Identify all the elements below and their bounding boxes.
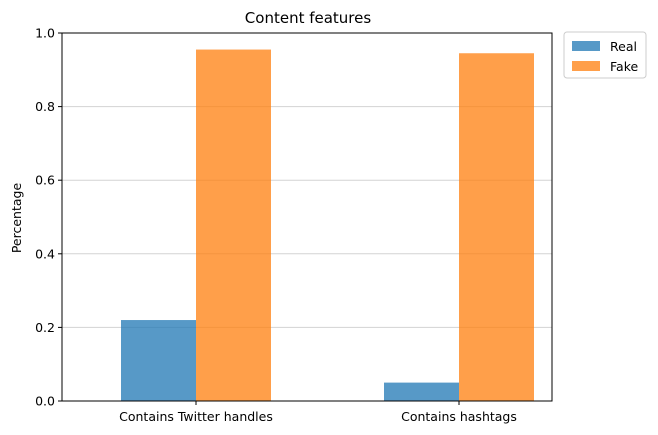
- bars: [121, 49, 534, 402]
- legend-label-fake: Fake: [610, 59, 638, 74]
- y-tick-label: 0.0: [35, 394, 55, 409]
- plot-frame: [61, 32, 553, 402]
- y-axis-label: Percentage: [9, 183, 24, 254]
- legend: Real Fake: [563, 31, 647, 79]
- legend-label-real: Real: [610, 39, 637, 54]
- legend-swatch-real: [572, 41, 600, 51]
- bar-real-0: [121, 320, 196, 401]
- y-tick-label: 0.8: [35, 99, 55, 114]
- y-tick-label: 1.0: [35, 26, 55, 41]
- bar-real-1: [384, 382, 459, 401]
- y-tick-label: 0.2: [35, 320, 55, 335]
- y-tick-label: 0.6: [35, 173, 55, 188]
- x-axis: Contains Twitter handles Contains hashtag…: [119, 401, 517, 424]
- legend-swatch-fake: [572, 61, 600, 71]
- x-tick-label: Contains hashtags: [401, 409, 517, 424]
- bar-fake-1: [459, 53, 534, 402]
- y-tick-label: 0.4: [35, 246, 55, 261]
- x-tick-label: Contains Twitter handles: [119, 409, 273, 424]
- bar-fake-0: [196, 49, 271, 402]
- chart-title: Content features: [245, 9, 372, 27]
- y-axis: 0.0 0.2 0.4 0.6 0.8 1.0: [35, 26, 62, 409]
